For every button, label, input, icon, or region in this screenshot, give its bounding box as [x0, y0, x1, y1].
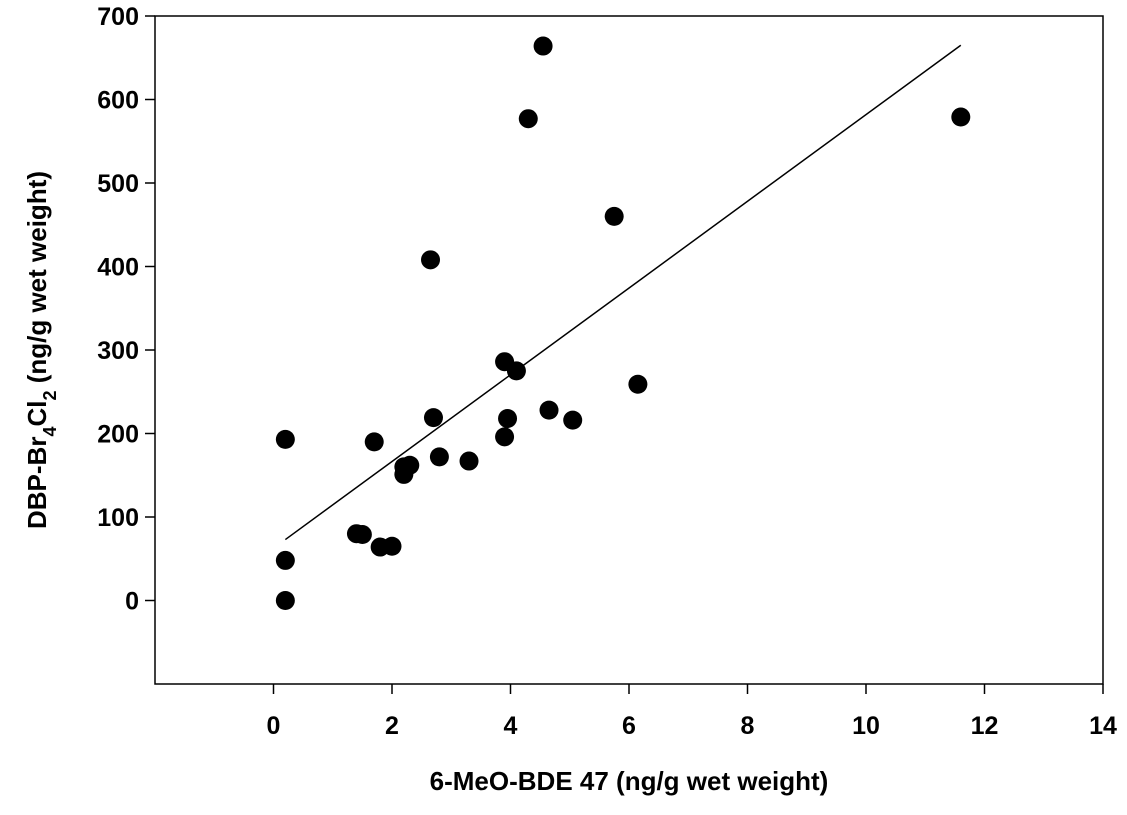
y-tick-label: 200: [97, 421, 139, 449]
data-point: [605, 207, 624, 226]
x-tick-label: 6: [622, 712, 636, 740]
y-tick-label: 700: [97, 3, 139, 31]
data-point: [498, 409, 517, 428]
x-tick-label: 8: [741, 712, 755, 740]
data-point: [421, 250, 440, 269]
data-point: [460, 452, 479, 471]
x-tick-label: 4: [504, 712, 518, 740]
x-tick-label: 12: [971, 712, 999, 740]
y-tick-label: 300: [97, 337, 139, 365]
data-point: [563, 411, 582, 430]
data-point: [353, 525, 372, 544]
y-axis: 0 100 200 300 400 500 600 700: [97, 3, 155, 616]
data-points: [276, 37, 970, 610]
x-axis-title: 6-MeO-BDE 47 (ng/g wet weight): [430, 766, 829, 796]
y-axis-title-prefix: DBP-Br: [22, 437, 52, 529]
data-point: [507, 361, 526, 380]
x-tick-label: 10: [852, 712, 880, 740]
x-tick-label: 0: [267, 712, 281, 740]
data-point: [276, 591, 295, 610]
data-point: [951, 108, 970, 127]
y-axis-title-sub2: 2: [40, 391, 60, 401]
trend-line: [285, 45, 960, 539]
data-point: [534, 37, 553, 56]
data-point: [365, 432, 384, 451]
data-point: [424, 408, 443, 427]
data-point: [276, 430, 295, 449]
y-tick-label: 500: [97, 170, 139, 198]
y-tick-label: 0: [125, 588, 139, 616]
data-point: [519, 109, 538, 128]
x-axis: 0 2 4 6 8 10 12 14: [267, 684, 1117, 740]
x-tick-label: 14: [1089, 712, 1117, 740]
data-point: [430, 447, 449, 466]
data-point: [276, 551, 295, 570]
y-tick-label: 100: [97, 504, 139, 532]
y-axis-title-sub1: 4: [40, 427, 60, 437]
data-point: [540, 401, 559, 420]
data-point: [400, 456, 419, 475]
y-axis-title: DBP-Br4Cl2 (ng/g wet weight): [22, 171, 60, 529]
data-point: [628, 375, 647, 394]
y-axis-title-mid: Cl: [22, 401, 52, 427]
y-tick-label: 600: [97, 87, 139, 115]
x-tick-label: 2: [385, 712, 399, 740]
y-axis-title-suffix: (ng/g wet weight): [22, 171, 52, 391]
data-point: [383, 537, 402, 556]
data-point: [495, 427, 514, 446]
y-tick-label: 400: [97, 254, 139, 282]
